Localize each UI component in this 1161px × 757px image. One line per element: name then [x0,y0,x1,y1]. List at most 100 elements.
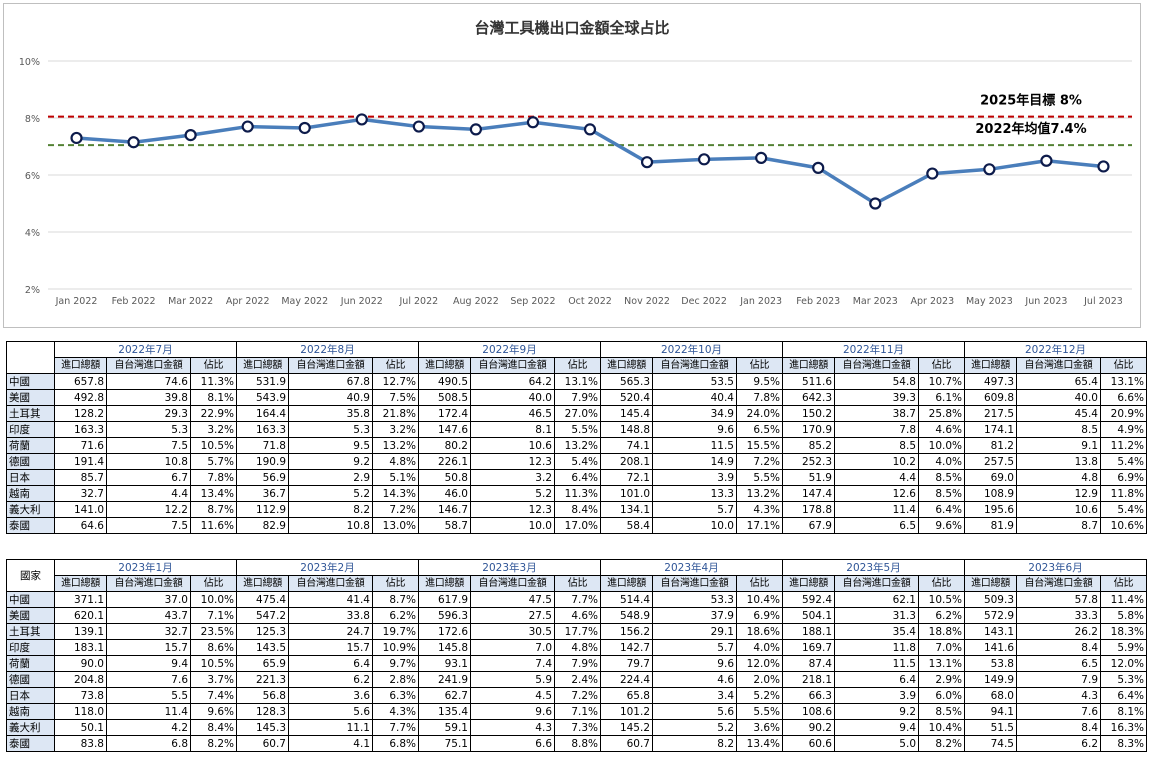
table-cell: 371.1 [54,591,107,608]
table-cell: 148.8 [600,421,653,438]
table-cell: 3.4 [652,687,737,704]
table-cell: 509.3 [964,591,1017,608]
table-cell: 4.4 [834,469,919,486]
table-cell: 183.1 [54,639,107,656]
table-cell: 8.1% [1100,703,1147,720]
x-tick-label: Jan 2022 [55,296,98,307]
table-cell: 19.7% [372,623,419,640]
table-cell: 128.3 [236,703,289,720]
x-tick-label: Apr 2023 [910,296,954,307]
table-cell: 8.3% [1100,735,1147,752]
column-header: 佔比 [918,575,965,592]
column-header: 自台灣進口金額 [1016,575,1101,592]
table-cell: 8.6% [190,639,237,656]
table-cell: 7.9% [554,389,601,406]
table-cell: 4.2 [106,719,191,736]
table-cell: 13.0% [372,517,419,534]
table-cell: 11.1 [288,719,373,736]
table-cell: 3.9 [652,469,737,486]
table-row: 泰國 64.6 7.5 11.6% 82.9 10.8 13.0% 58.7 10.0 17.0%… [6,517,1147,534]
table-cell: 4.0% [918,453,965,470]
table-cell: 51.9 [782,469,835,486]
x-tick-label: Jun 2022 [340,296,383,307]
table-cell: 257.5 [964,453,1017,470]
table-cell: 145.2 [600,719,653,736]
table-row: 美國 492.8 39.8 8.1% 543.9 40.9 7.5% 508.5 40.0 7.9… [6,389,1147,406]
y-tick-label: 6% [25,171,40,182]
table-cell: 9.6 [470,703,555,720]
table-cell: 29.1 [652,623,737,640]
column-header: 自台灣進口金額 [288,575,373,592]
table-cell: 8.7% [190,501,237,518]
table-cell: 4.4 [106,485,191,502]
table-cell: 9.2 [288,453,373,470]
table-cell: 135.4 [418,703,471,720]
table-cell: 11.3% [554,485,601,502]
table-cell: 39.3 [834,389,919,406]
table-cell: 12.7% [372,373,419,390]
table-cell: 13.2% [736,485,783,502]
table-cell: 9.7% [372,655,419,672]
table-cell: 40.9 [288,389,373,406]
table-cell: 64.2 [470,373,555,390]
table-cell: 218.1 [782,671,835,688]
table-cell: 9.5% [736,373,783,390]
table-cell: 24.0% [736,405,783,422]
table-cell: 8.7% [372,591,419,608]
table-cell: 9.5 [288,437,373,454]
table-row: 越南 32.7 4.4 13.4% 36.7 5.2 14.3% 46.0 5.2 11.3% 10… [6,485,1147,502]
table-cell: 10.0% [190,591,237,608]
table-row: 越南 118.0 11.4 9.6% 128.3 5.6 4.3% 135.4 9.6 7.1% 1… [6,703,1147,720]
table-cell: 27.5 [470,607,555,624]
data-point [241,120,254,133]
table-cell: 7.1% [190,607,237,624]
column-header: 佔比 [1100,575,1147,592]
table-cell: 20.9% [1100,405,1147,422]
table-cell: 9.6 [652,655,737,672]
country-label: 美國 [6,607,55,624]
table-cell: 9.6% [190,703,237,720]
column-header: 進口總額 [236,575,289,592]
table-cell: 5.9% [1100,639,1147,656]
table-cell: 10.5% [190,655,237,672]
table-row: 土耳其 139.1 32.7 23.5% 125.3 24.7 19.7% 172.6 30.5… [6,623,1147,640]
country-label: 德國 [6,453,55,470]
table-row: 荷蘭 90.0 9.4 10.5% 65.9 6.4 9.7% 93.1 7.4 7.9% 79.7… [6,655,1147,672]
table-cell: 8.2% [918,735,965,752]
table-cell: 10.0% [918,437,965,454]
table-cell: 10.8 [106,453,191,470]
table-row: 美國 620.1 43.7 7.1% 547.2 33.8 6.2% 596.3 27.5 4.6… [6,607,1147,624]
table-cell: 3.7% [190,671,237,688]
column-header: 自台灣進口金額 [652,357,737,374]
table-cell: 150.2 [782,405,835,422]
table-cell: 208.1 [600,453,653,470]
y-tick-label: 2% [25,285,40,296]
table-cell: 8.2 [652,735,737,752]
table-cell: 13.2% [372,437,419,454]
column-header: 佔比 [554,575,601,592]
table-cell: 8.2 [288,501,373,518]
column-header: 進口總額 [782,575,835,592]
table-cell: 492.8 [54,389,107,406]
table-cell: 508.5 [418,389,471,406]
table-cell: 90.2 [782,719,835,736]
table-cell: 5.3 [288,421,373,438]
table-cell: 163.3 [236,421,289,438]
table-cell: 195.6 [964,501,1017,518]
table-cell: 40.0 [1016,389,1101,406]
table-cell: 7.7% [372,719,419,736]
table-cell: 8.4% [190,719,237,736]
table-cell: 490.5 [418,373,471,390]
table-cell: 178.8 [782,501,835,518]
data-point [1097,160,1110,173]
line-chart: 台灣工具機出口金額全球占比 2% 4% 6% 8% 10% Jan 2022 Feb 2022… [19,19,1132,307]
column-header: 自台灣進口金額 [288,357,373,374]
table-cell: 147.4 [782,485,835,502]
table-cell: 53.5 [652,373,737,390]
table-cell: 3.9 [834,687,919,704]
table-cell: 34.9 [652,405,737,422]
table-cell: 143.5 [236,639,289,656]
country-label: 美國 [6,389,55,406]
table-corner [6,341,55,374]
table-cell: 14.3% [372,485,419,502]
